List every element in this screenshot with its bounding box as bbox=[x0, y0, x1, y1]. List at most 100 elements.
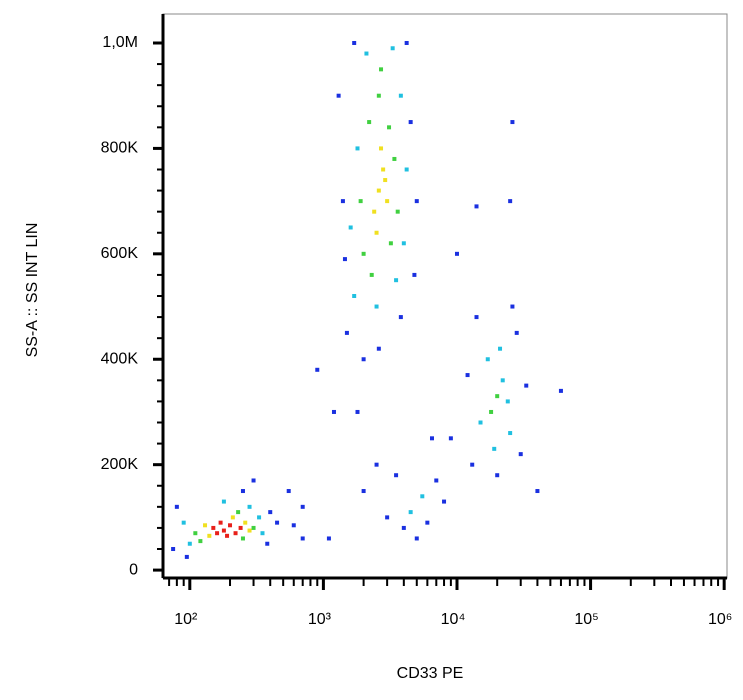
data-point bbox=[514, 330, 519, 335]
data-point bbox=[315, 367, 320, 372]
data-point bbox=[221, 528, 226, 533]
data-point bbox=[348, 225, 353, 230]
y-tick-label: 600K bbox=[101, 245, 139, 262]
data-point bbox=[260, 531, 265, 536]
data-point bbox=[404, 40, 409, 45]
data-point bbox=[225, 533, 230, 538]
data-point bbox=[508, 431, 513, 436]
data-point bbox=[193, 531, 198, 536]
data-point bbox=[388, 241, 393, 246]
data-point bbox=[233, 531, 238, 536]
data-point bbox=[474, 204, 479, 209]
data-point bbox=[401, 525, 406, 530]
data-point bbox=[454, 251, 459, 256]
data-point bbox=[265, 541, 270, 546]
data-point bbox=[198, 539, 203, 544]
data-point bbox=[492, 446, 497, 451]
data-point bbox=[510, 304, 515, 309]
data-point bbox=[414, 536, 419, 541]
data-point bbox=[247, 528, 252, 533]
data-point bbox=[485, 357, 490, 362]
data-point bbox=[376, 188, 381, 193]
data-point bbox=[478, 420, 483, 425]
y-tick-label: 1,0M bbox=[102, 34, 138, 51]
data-point bbox=[495, 394, 500, 399]
data-point bbox=[291, 523, 296, 528]
data-point bbox=[408, 510, 413, 515]
data-point bbox=[221, 499, 226, 504]
data-point bbox=[412, 272, 417, 277]
data-point bbox=[207, 533, 212, 538]
data-point bbox=[558, 388, 563, 393]
data-point bbox=[352, 40, 357, 45]
data-point bbox=[336, 93, 341, 98]
data-point bbox=[218, 520, 223, 525]
data-point bbox=[470, 462, 475, 467]
data-point bbox=[381, 167, 386, 172]
data-point bbox=[251, 525, 256, 530]
data-point bbox=[358, 199, 363, 204]
data-point bbox=[383, 178, 388, 183]
data-point bbox=[390, 46, 395, 51]
data-point bbox=[535, 489, 540, 494]
data-point bbox=[243, 520, 248, 525]
data-point bbox=[498, 346, 503, 351]
data-point bbox=[398, 93, 403, 98]
data-point bbox=[251, 478, 256, 483]
data-point bbox=[247, 504, 252, 509]
data-point bbox=[240, 536, 245, 541]
data-point bbox=[404, 167, 409, 172]
plot-frame bbox=[162, 13, 728, 579]
data-point bbox=[361, 357, 366, 362]
data-point bbox=[376, 346, 381, 351]
data-point bbox=[187, 541, 192, 546]
data-point bbox=[238, 525, 243, 530]
data-point bbox=[184, 554, 189, 559]
data-point bbox=[367, 120, 372, 125]
data-point bbox=[387, 125, 392, 130]
data-point bbox=[340, 199, 345, 204]
data-point bbox=[236, 510, 241, 515]
data-point bbox=[376, 93, 381, 98]
data-point bbox=[414, 199, 419, 204]
x-tick-label: 10³ bbox=[308, 611, 332, 628]
data-point bbox=[500, 378, 505, 383]
data-point bbox=[524, 383, 529, 388]
data-point bbox=[369, 272, 374, 277]
data-point bbox=[361, 251, 366, 256]
data-point bbox=[379, 67, 384, 72]
data-point bbox=[394, 473, 399, 478]
data-point bbox=[331, 409, 336, 414]
data-point bbox=[420, 494, 425, 499]
data-point bbox=[257, 515, 262, 520]
y-axis-label: SS-A :: SS INT LIN bbox=[24, 223, 41, 358]
data-point bbox=[230, 515, 235, 520]
data-point bbox=[355, 409, 360, 414]
data-point bbox=[361, 489, 366, 494]
data-point bbox=[364, 51, 369, 56]
data-point bbox=[495, 473, 500, 478]
data-point bbox=[474, 315, 479, 320]
data-point bbox=[518, 452, 523, 457]
data-point bbox=[203, 523, 208, 528]
data-point bbox=[352, 294, 357, 298]
y-tick-label: 800K bbox=[101, 140, 139, 157]
data-point bbox=[171, 547, 176, 552]
data-point bbox=[408, 120, 413, 125]
x-axis-label: CD33 PE bbox=[397, 665, 464, 682]
data-point bbox=[434, 478, 439, 483]
data-point bbox=[442, 499, 447, 504]
data-point bbox=[174, 504, 179, 509]
data-point bbox=[429, 436, 434, 441]
x-tick-label: 10⁵ bbox=[574, 611, 598, 628]
x-tick-label: 10⁶ bbox=[708, 611, 732, 628]
x-tick-label: 10⁴ bbox=[441, 611, 466, 628]
data-point bbox=[394, 278, 399, 283]
data-point bbox=[385, 515, 390, 520]
data-point bbox=[374, 304, 379, 309]
data-point bbox=[510, 120, 515, 125]
x-tick-label: 10² bbox=[174, 611, 198, 628]
y-tick-label: 400K bbox=[101, 350, 139, 367]
data-point bbox=[398, 315, 403, 320]
data-point bbox=[465, 373, 470, 378]
